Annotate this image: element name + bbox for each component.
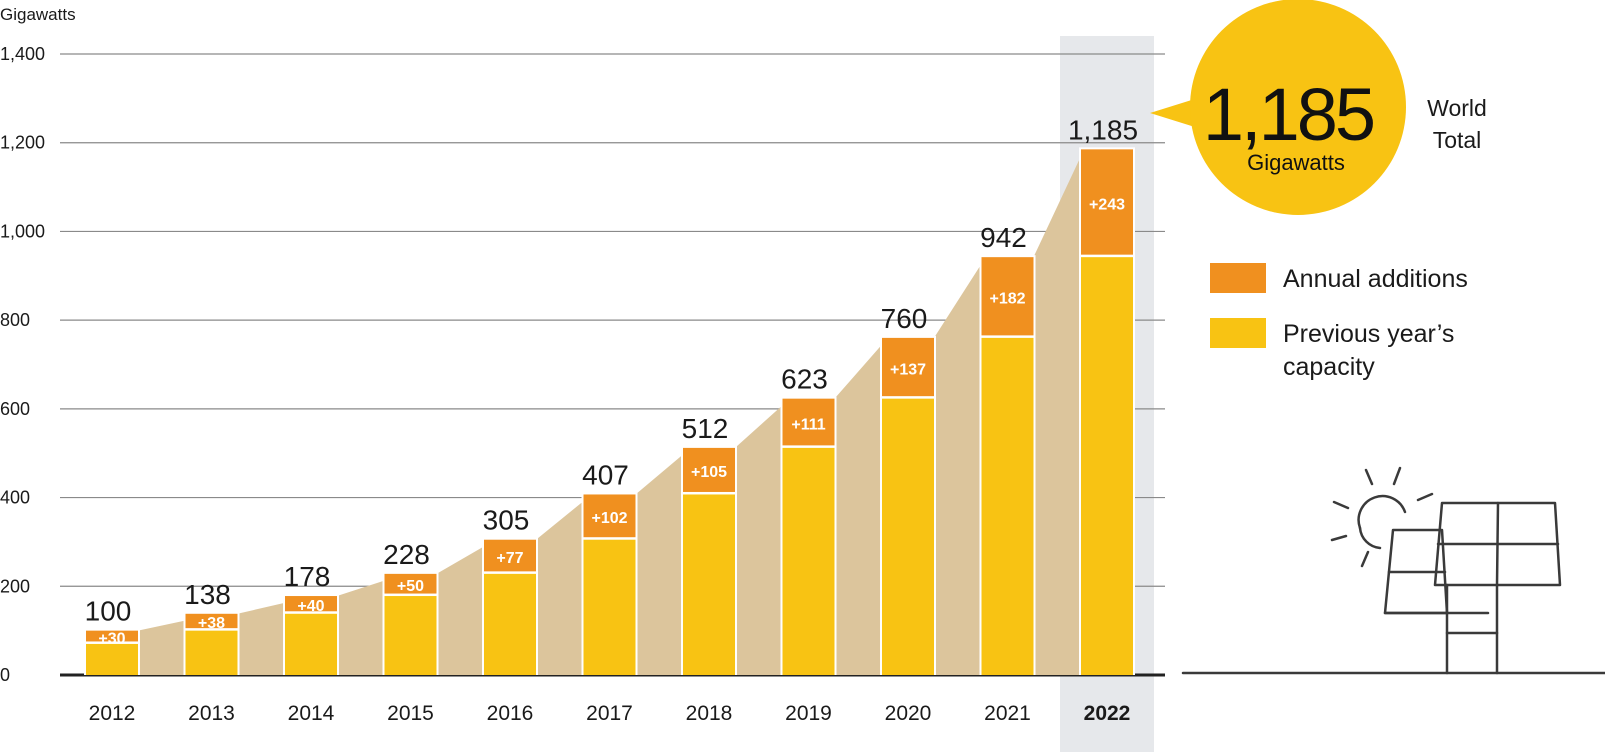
bar-previous-capacity [981,337,1034,675]
bars [84,147,1135,676]
x-tick-label: 2022 [1084,702,1131,725]
callout-value: 1,185 [1203,73,1374,156]
bar-previous-capacity [782,447,835,675]
bar-previous-capacity [583,539,636,675]
world-label: World [1427,95,1487,121]
y-tick-label: 1,400 [0,44,45,64]
bar-annual-additions [86,630,138,642]
bar-previous-capacity [1081,257,1133,675]
total-label: 178 [284,561,331,592]
addition-label: +77 [496,550,523,567]
total-label: Total [1433,127,1482,153]
bar-previous-capacity [484,573,536,675]
addition-label: +111 [791,416,825,433]
addition-label: +102 [591,510,627,527]
x-tick-label: 2020 [885,702,932,725]
bar-annual-additions [1081,149,1133,255]
x-tick-label: 2019 [785,702,832,725]
legend-swatch-previous-capacity [1210,318,1266,348]
y-axis-label: Gigawatts [0,5,76,24]
y-tick-label: 600 [0,399,30,419]
labels: 0 200 400 600 800 1,000 1,200 1,400 +30 100 2012 +3… [0,44,1138,725]
total-label: 623 [781,364,828,395]
x-tick-label: 2018 [686,702,733,725]
y-tick-label: 800 [0,310,30,330]
legend-label-annual-additions: Annual additions [1283,265,1468,293]
solar-panel-sun-icon [1181,466,1605,675]
addition-label: +182 [989,291,1025,308]
bar-annual-additions [683,447,735,492]
addition-label: +30 [98,630,125,647]
addition-label: +137 [890,361,926,378]
addition-label: +50 [397,578,424,595]
addition-label: +40 [297,598,324,615]
bar-annual-additions [484,539,536,572]
y-tick-label: 1,000 [0,221,45,241]
bar-previous-capacity [185,630,238,675]
bar-annual-additions [384,573,437,594]
total-label: 305 [483,505,530,536]
x-tick-label: 2015 [387,702,434,725]
trend-area [86,149,1133,675]
legend-swatch-annual-additions [1210,263,1266,293]
legend-label-previous-capacity-line1: Previous year’s [1283,320,1454,348]
y-tick-label: 0 [0,665,10,685]
total-label: 138 [184,579,231,610]
y-tick-label: 200 [0,576,30,596]
legend-label-previous-capacity-line2: capacity [1283,353,1375,381]
total-label: 760 [881,303,928,334]
callout-circle [1190,0,1406,215]
total-label: 100 [85,596,132,627]
x-tick-label: 2013 [188,702,235,725]
total-label: 942 [980,222,1027,253]
callout-unit: Gigawatts [1247,150,1345,175]
bar-annual-additions [185,613,238,629]
addition-label: +38 [198,615,225,632]
legend: Annual additions Previous year’s capacit… [1210,263,1468,381]
bar-annual-additions [882,337,934,397]
total-label: 228 [383,539,430,570]
bar-annual-additions [782,398,835,446]
addition-label: +105 [691,464,727,481]
x-tick-label: 2017 [586,702,633,725]
y-tick-label: 1,200 [0,133,45,153]
bar-previous-capacity [683,494,735,675]
bar-previous-capacity [882,398,934,675]
x-tick-label: 2012 [89,702,136,725]
bar-previous-capacity [285,613,337,675]
total-label: 407 [582,459,629,490]
bar-previous-capacity [384,596,437,675]
bar-previous-capacity [86,643,138,675]
x-tick-label: 2021 [984,702,1031,725]
y-tick-label: 400 [0,488,30,508]
total-label: 512 [682,413,729,444]
bar-annual-additions [981,257,1034,336]
x-tick-label: 2016 [487,702,534,725]
addition-label: +243 [1089,196,1125,213]
world-total-callout: 1,185 Gigawatts [1150,0,1406,215]
total-label: 1,185 [1068,114,1138,145]
bar-annual-additions [285,596,337,612]
bar-annual-additions [583,494,636,538]
x-tick-label: 2014 [288,702,335,725]
